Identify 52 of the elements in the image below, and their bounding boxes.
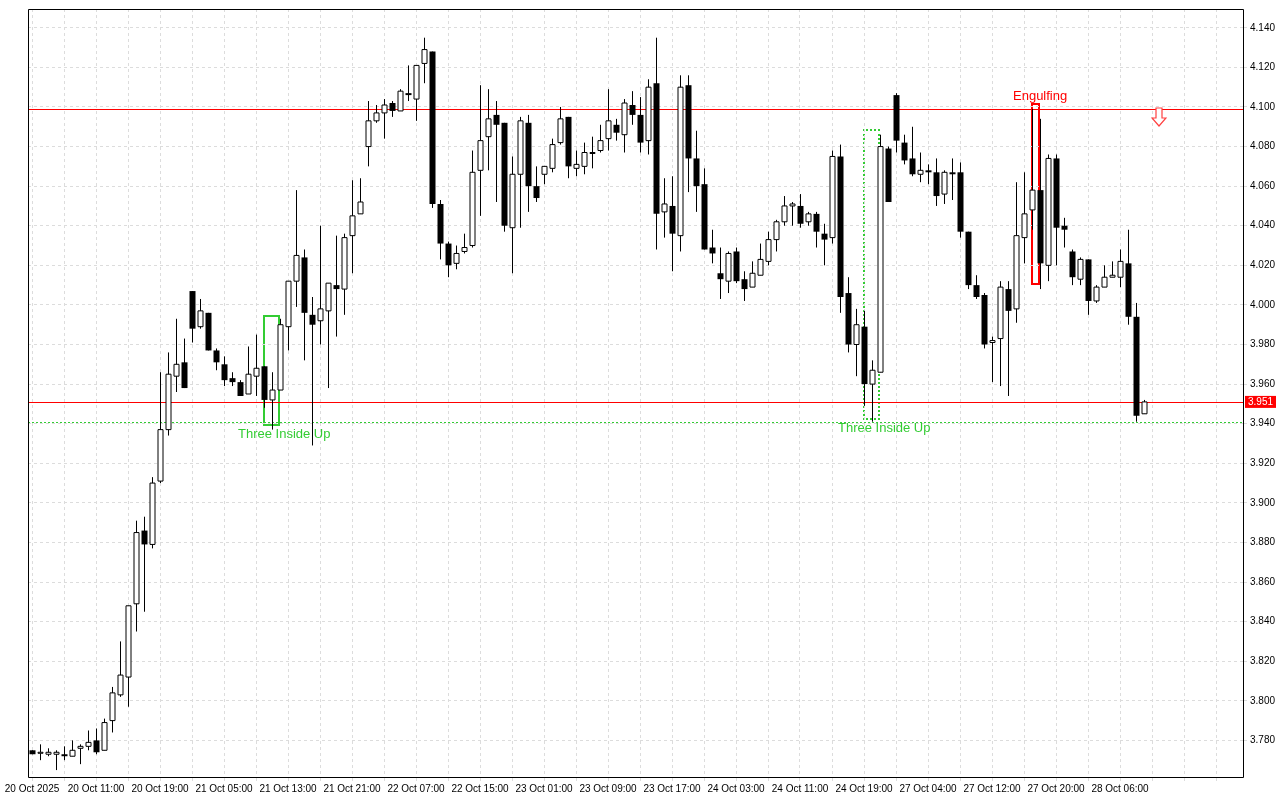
y-tick-label: 3.840: [1250, 615, 1276, 627]
y-tick-label: 3.860: [1250, 575, 1276, 587]
candlestick: [629, 90, 636, 126]
candlestick: [973, 274, 980, 300]
x-tick-label: 27 Oct 04:00: [899, 782, 958, 794]
y-tick-label: 3.940: [1250, 417, 1276, 429]
y-tick-label: 3.800: [1250, 694, 1276, 706]
annotation: Three Inside Up: [238, 426, 331, 441]
candlestick: [901, 134, 908, 165]
annotation: Three Inside Up: [838, 420, 931, 435]
y-tick-label: 3.820: [1250, 654, 1276, 666]
y-tick-label: 4.040: [1250, 219, 1276, 231]
y-tick-label: 4.020: [1250, 259, 1276, 271]
x-tick-label: 20 Oct 11:00: [67, 782, 125, 794]
annotation: Engulfing: [1013, 88, 1068, 103]
y-tick-label: 3.960: [1250, 377, 1276, 389]
candlestick: [925, 163, 932, 185]
y-tick-label: 4.080: [1250, 140, 1276, 152]
x-tick-label: 21 Oct 21:00: [323, 782, 382, 794]
x-tick-label: 24 Oct 03:00: [707, 782, 766, 794]
y-tick-label: 4.140: [1250, 21, 1276, 33]
x-tick-label: 24 Oct 11:00: [771, 782, 829, 794]
candlestick: [213, 347, 220, 371]
y-tick-label: 4.120: [1250, 61, 1276, 73]
x-tick-label: 22 Oct 15:00: [451, 782, 510, 794]
x-tick-label: 23 Oct 09:00: [579, 782, 638, 794]
y-tick-label: 3.880: [1250, 536, 1276, 548]
x-tick-label: 21 Oct 05:00: [195, 782, 254, 794]
x-tick-label: 20 Oct 2025: [4, 782, 60, 794]
y-tick-label: 4.100: [1250, 100, 1276, 112]
x-tick-label: 20 Oct 19:00: [131, 782, 190, 794]
x-tick-label: 24 Oct 19:00: [835, 782, 894, 794]
x-tick-label: 22 Oct 07:00: [387, 782, 446, 794]
candlestick: [221, 355, 228, 387]
x-tick-label: 23 Oct 01:00: [515, 782, 574, 794]
x-tick-label: 27 Oct 12:00: [963, 782, 1022, 794]
candlestick: [949, 157, 956, 201]
ref-line-label: 3.951: [1247, 395, 1274, 407]
x-tick-label: 21 Oct 13:00: [259, 782, 318, 794]
y-tick-label: 3.980: [1250, 338, 1276, 350]
candlestick: [493, 100, 500, 203]
y-tick-label: 3.920: [1250, 457, 1276, 469]
x-tick-label: 27 Oct 20:00: [1027, 782, 1086, 794]
x-tick-label: 28 Oct 06:00: [1091, 782, 1150, 794]
y-tick-label: 3.900: [1250, 496, 1276, 508]
y-tick-label: 4.000: [1250, 298, 1276, 310]
x-tick-label: 23 Oct 17:00: [643, 782, 702, 794]
candlestick: [533, 165, 540, 203]
y-tick-label: 4.060: [1250, 179, 1276, 191]
candlestick: [813, 211, 820, 249]
candlestick: [1061, 217, 1068, 249]
y-tick-label: 3.780: [1250, 734, 1276, 746]
